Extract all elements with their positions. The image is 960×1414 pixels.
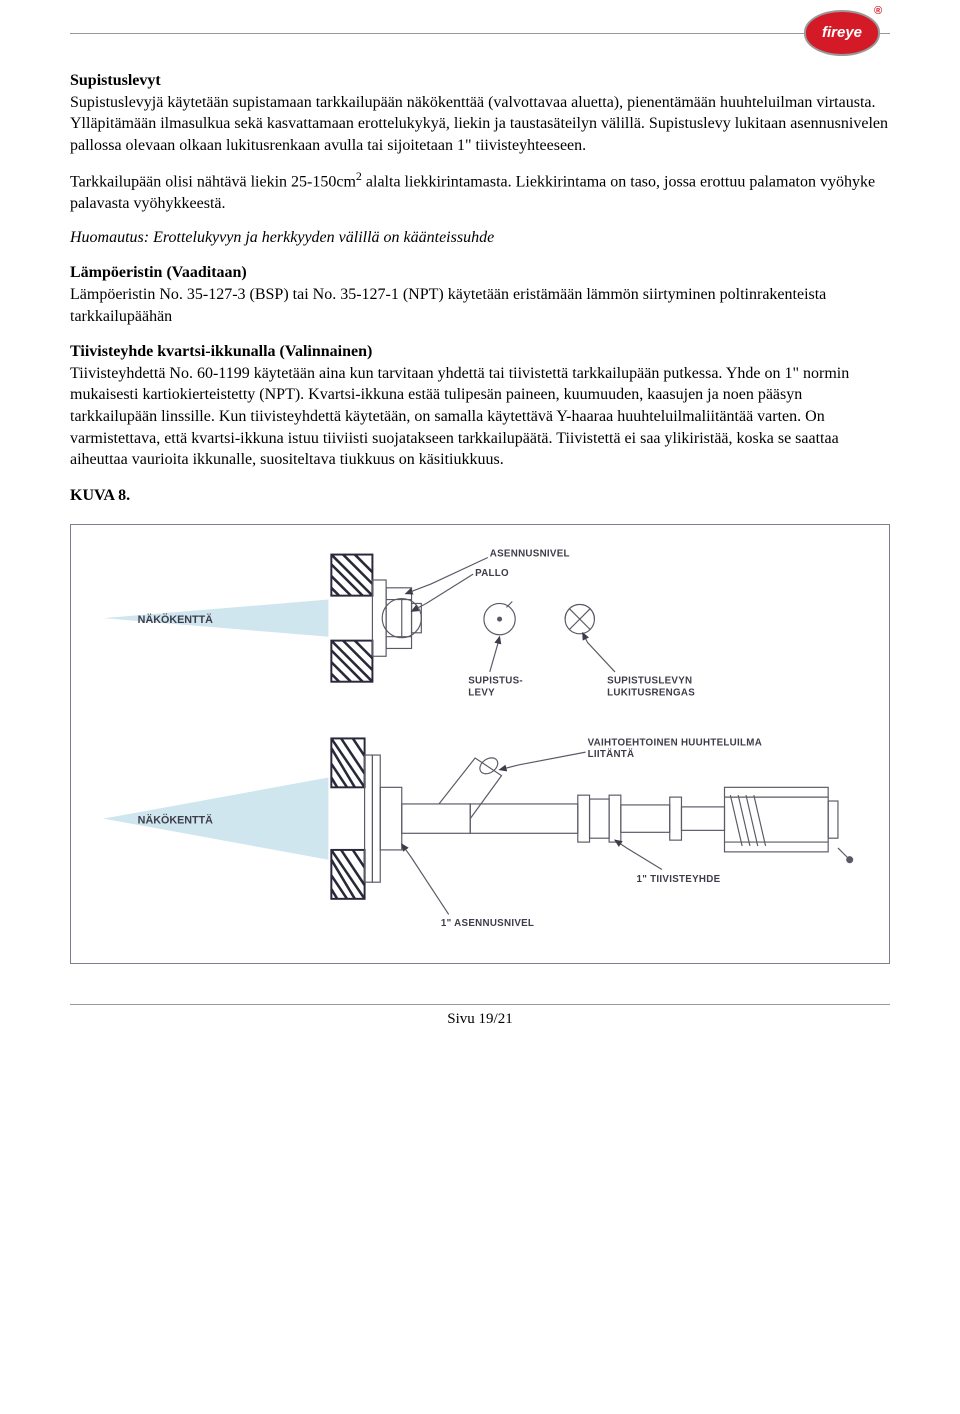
label-supistuslevy-2: LEVY [468,688,495,699]
bottom-wall-hatch [331,739,364,899]
label-asennusnivel-top: ASENNUSNIVEL [490,549,570,560]
leader-pallo [412,575,474,612]
heading-kuva8: KUVA 8. [70,485,890,507]
leader-lukitusrengas [583,633,615,672]
figure-8-container: NÄKÖKENTTÄ ASENNUSNIVEL [70,524,890,963]
page-number: Sivu 19/21 [447,1011,512,1027]
label-nakokentta-bot: NÄKÖKENTTÄ [138,814,213,827]
page-footer: Sivu 19/21 [70,1004,890,1029]
label-pallo: PALLO [475,568,509,579]
label-liitanta: LIITÄNTÄ [588,749,635,760]
label-supistuslevy-1: SUPISTUS- [468,676,523,687]
supistuslevyt-p2: Tarkkailupään olisi nähtävä liekin 25-15… [70,168,890,215]
header-rule [70,33,890,34]
supistuslevyt-p1: Supistuslevyjä käytetään supistamaan tar… [70,92,890,157]
figure-8-svg: NÄKÖKENTTÄ ASENNUSNIVEL [79,535,881,946]
label-nakokentta-top: NÄKÖKENTTÄ [138,613,213,626]
heading-supistuslevyt: Supistuslevyt [70,70,890,92]
supistuslevyt-note: Huomautus: Erottelukyvyn ja herkkyyden v… [70,227,890,249]
bottom-pipe [402,755,853,863]
top-swivel [372,580,421,656]
registered-mark: ® [874,4,882,19]
heading-tiivisteyhde: Tiivisteyhde kvartsi-ikkunalla (Valinnai… [70,341,890,363]
heading-lampoeristin: Lämpöeristin (Vaaditaan) [70,262,890,284]
label-lukitusrengas-1: SUPISTUSLEVYN [607,676,692,687]
supistuslevyt-p2-a: Tarkkailupään olisi nähtävä liekin 25-15… [70,174,356,191]
fireye-logo: fireye ® [804,10,880,56]
leader-supistuslevy [490,637,500,672]
leader-tiivisteyhde [615,841,662,870]
tiivisteyhde-p1: Tiivisteyhdettä No. 60-1199 käytetään ai… [70,363,890,471]
bottom-left-flange [365,755,402,882]
top-wall-hatch [331,555,372,682]
label-vaihtoehtoinen: VAIHTOEHTOINEN HUUHTELUILMA [588,738,762,749]
label-asennusnivel-bot: 1" ASENNUSNIVEL [441,919,534,930]
leader-vaihtoehtoinen [500,753,586,771]
header-logo-row: fireye ® [70,10,890,56]
logo-text: fireye [822,23,862,43]
lampoeristin-p1: Lämpöeristin No. 35-127-3 (BSP) tai No. … [70,284,890,327]
locking-ring [565,605,594,634]
orifice-disk [484,602,515,635]
label-tiivisteyhde: 1" TIIVISTEYHDE [636,875,720,886]
label-lukitusrengas-2: LUKITUSRENGAS [607,688,695,699]
leader-asennusnivel-bot [402,844,449,914]
